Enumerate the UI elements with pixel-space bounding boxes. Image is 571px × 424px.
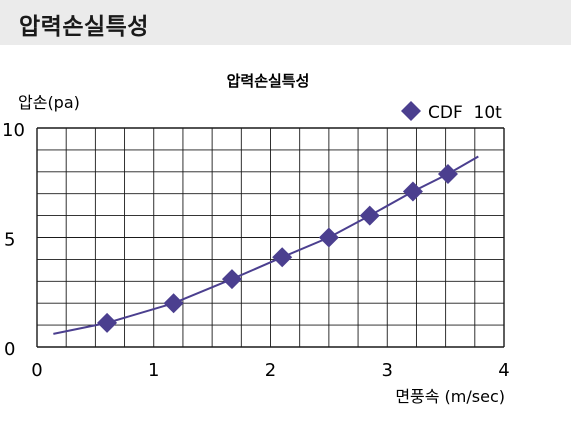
- data-point: [402, 181, 423, 202]
- y-tick-label: 5: [4, 230, 15, 251]
- legend: CDF 10t: [401, 101, 502, 123]
- legend-label: CDF 10t: [428, 103, 502, 123]
- series-line: [53, 155, 479, 335]
- data-point: [437, 163, 458, 184]
- x-tick-label: 2: [265, 360, 276, 381]
- x-axis-label: 면풍속 (m/sec): [395, 387, 505, 406]
- x-tick-label: 4: [498, 360, 509, 381]
- y-tick-label: 0: [4, 339, 15, 360]
- data-point: [97, 312, 118, 333]
- data-point: [221, 269, 242, 290]
- data-point: [318, 227, 339, 248]
- legend-marker-diamond-icon: [401, 101, 421, 121]
- grid: [36, 127, 505, 348]
- x-tick-label: 3: [382, 360, 393, 381]
- data-point: [272, 247, 293, 268]
- chart-title: 압력손실특성: [227, 72, 310, 90]
- header-bar: 압력손실특성: [0, 0, 571, 45]
- y-tick-label: 10: [2, 120, 25, 141]
- data-point: [163, 293, 184, 314]
- series: [53, 155, 479, 335]
- y-axis-label: 압손(pa): [18, 93, 80, 112]
- x-tick-label: 0: [31, 360, 42, 381]
- data-point: [359, 205, 380, 226]
- x-tick-label: 1: [148, 360, 159, 381]
- page-title: 압력손실특성: [19, 14, 149, 40]
- tick-labels: 0 1 2 3 4 0 5 10: [2, 120, 510, 381]
